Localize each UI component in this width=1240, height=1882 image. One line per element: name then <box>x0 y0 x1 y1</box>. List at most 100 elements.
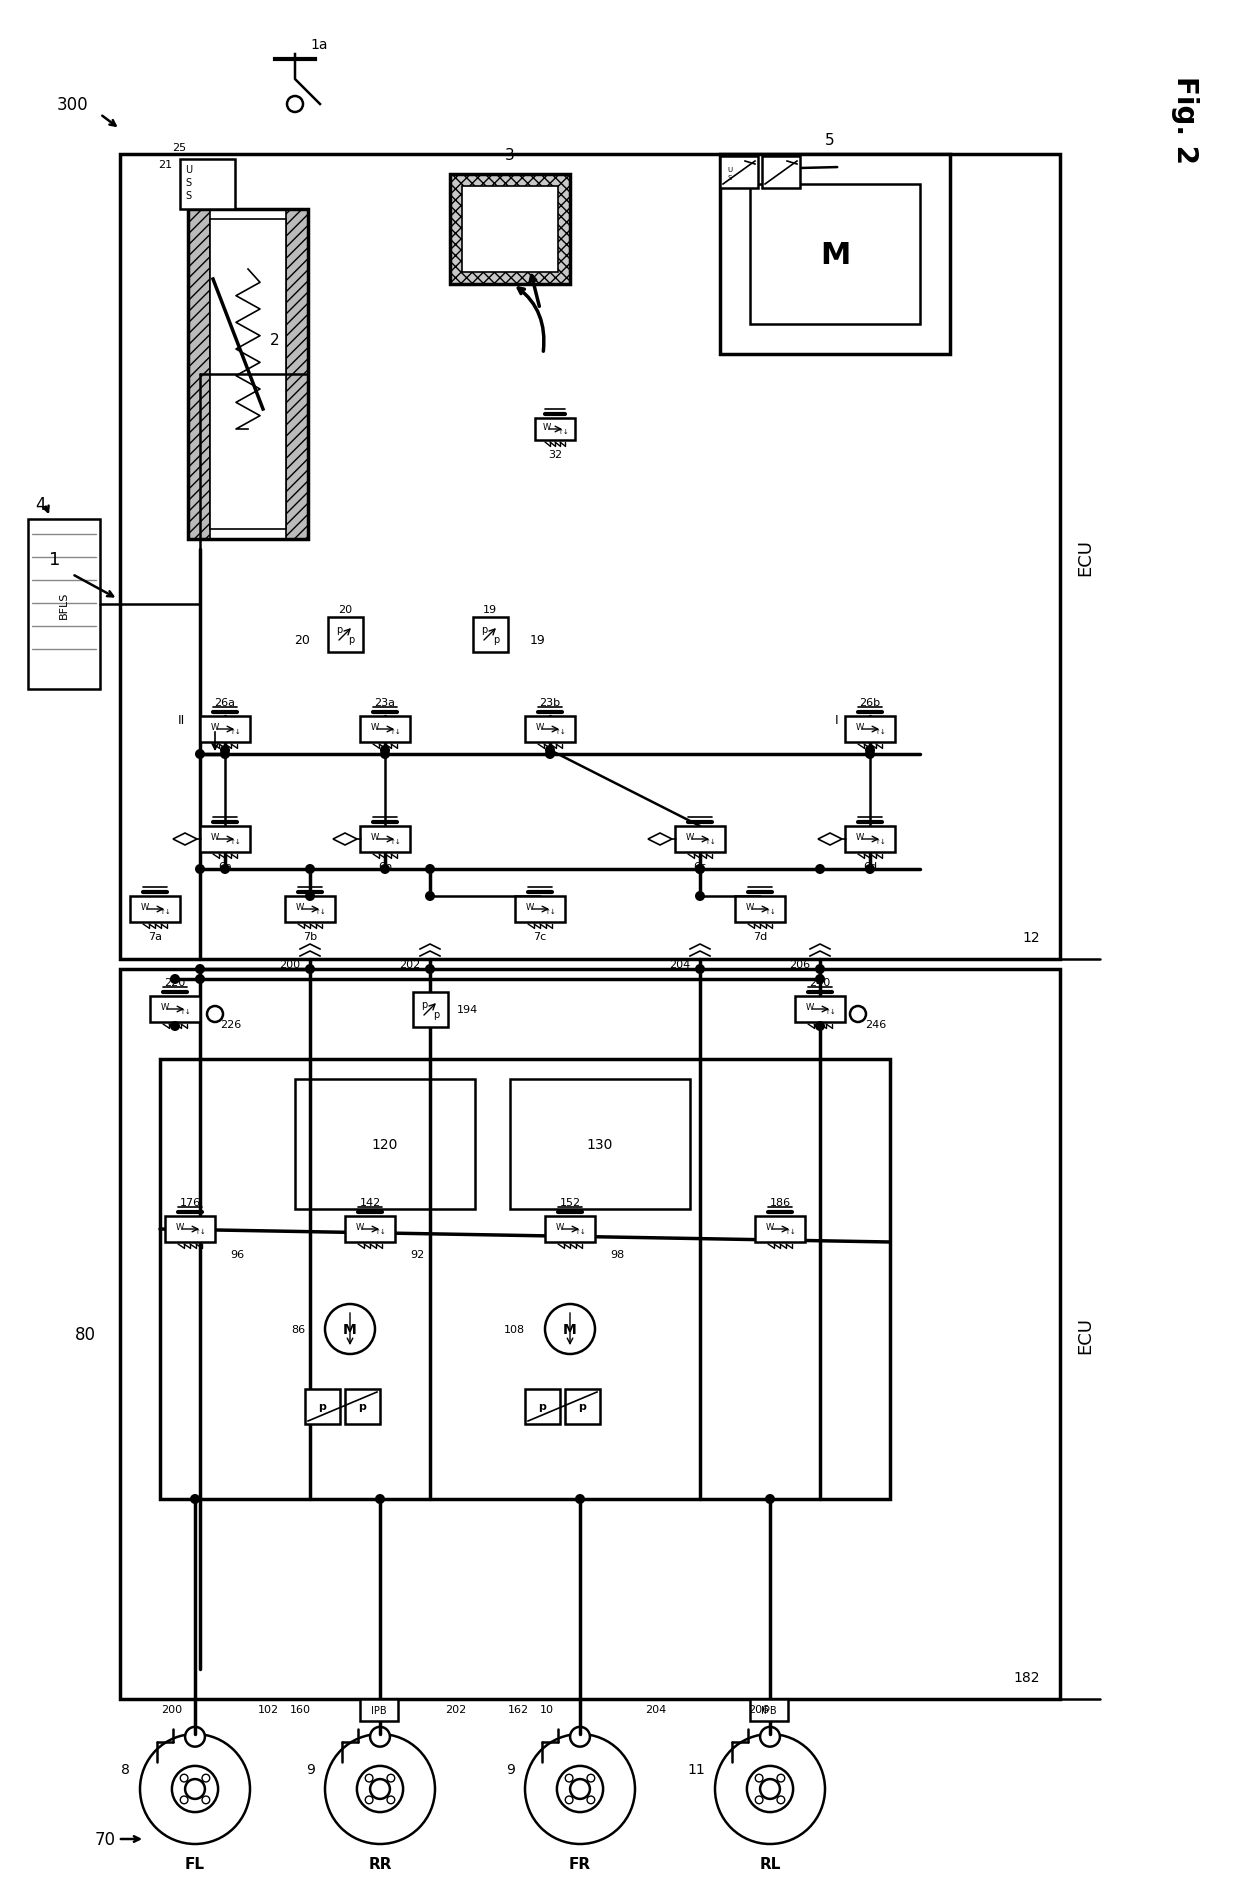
Text: 176: 176 <box>180 1197 201 1208</box>
Text: 32: 32 <box>548 450 562 459</box>
Text: 70: 70 <box>94 1829 115 1848</box>
Text: p: p <box>538 1402 546 1412</box>
Text: W: W <box>176 1221 184 1231</box>
Bar <box>120 969 1060 1699</box>
Circle shape <box>557 1765 603 1812</box>
Text: 194: 194 <box>458 1005 479 1014</box>
Bar <box>188 211 210 540</box>
Text: 9: 9 <box>506 1762 515 1777</box>
Bar <box>750 1699 787 1720</box>
Text: 21: 21 <box>157 160 172 169</box>
Bar <box>130 896 180 922</box>
Bar <box>450 175 570 284</box>
Bar <box>286 211 308 540</box>
Text: 240: 240 <box>810 977 831 988</box>
Text: ↑↓: ↑↓ <box>544 909 556 915</box>
Bar <box>534 420 575 440</box>
Bar <box>120 154 1060 960</box>
Circle shape <box>815 864 825 875</box>
Text: 206: 206 <box>789 960 810 969</box>
Circle shape <box>815 1022 825 1031</box>
Text: 10: 10 <box>539 1703 554 1715</box>
Bar <box>720 156 758 188</box>
Circle shape <box>525 1733 635 1844</box>
Text: W: W <box>161 1001 169 1011</box>
Circle shape <box>195 864 205 875</box>
Circle shape <box>575 1494 585 1504</box>
Circle shape <box>866 745 875 755</box>
Text: BFLS: BFLS <box>60 591 69 619</box>
Circle shape <box>207 1007 223 1022</box>
Circle shape <box>746 1765 794 1812</box>
Circle shape <box>374 1494 384 1504</box>
Bar <box>295 1080 475 1210</box>
Text: 3: 3 <box>505 147 515 162</box>
Circle shape <box>760 1728 780 1746</box>
Text: 162: 162 <box>508 1703 529 1715</box>
Bar <box>525 717 575 743</box>
Polygon shape <box>649 834 672 845</box>
Circle shape <box>694 892 706 901</box>
Text: IPB: IPB <box>371 1705 387 1715</box>
Text: 26b: 26b <box>859 698 880 708</box>
Circle shape <box>565 1795 573 1803</box>
Text: W: W <box>536 723 544 730</box>
Bar <box>285 896 335 922</box>
Text: 160: 160 <box>290 1703 311 1715</box>
Text: 20: 20 <box>294 632 310 646</box>
Circle shape <box>866 749 875 760</box>
Text: 6a: 6a <box>218 862 232 871</box>
Circle shape <box>546 745 556 755</box>
Circle shape <box>379 745 391 755</box>
Circle shape <box>425 864 435 875</box>
Text: 130: 130 <box>587 1137 614 1152</box>
Bar <box>188 211 308 540</box>
Circle shape <box>715 1733 825 1844</box>
Text: 20: 20 <box>339 604 352 615</box>
Bar <box>150 996 200 1022</box>
Bar <box>200 717 250 743</box>
Bar <box>360 826 410 853</box>
Circle shape <box>180 1795 188 1803</box>
Circle shape <box>387 1795 394 1803</box>
Text: ↑↓: ↑↓ <box>229 839 241 845</box>
Circle shape <box>777 1795 785 1803</box>
Circle shape <box>202 1795 210 1803</box>
Circle shape <box>546 1304 595 1355</box>
Text: W: W <box>806 1001 815 1011</box>
Text: p: p <box>358 1402 366 1412</box>
Text: 152: 152 <box>559 1197 580 1208</box>
Text: S: S <box>728 175 732 181</box>
Text: ↑↓: ↑↓ <box>574 1229 585 1235</box>
Circle shape <box>370 1778 389 1799</box>
Circle shape <box>815 975 825 984</box>
Bar <box>210 220 286 529</box>
Bar <box>360 1699 398 1720</box>
Text: ↑↓: ↑↓ <box>764 909 776 915</box>
Text: 7a: 7a <box>148 932 162 941</box>
Circle shape <box>170 975 180 984</box>
Text: U: U <box>728 167 733 173</box>
Circle shape <box>357 1765 403 1812</box>
Text: U: U <box>185 166 192 175</box>
Circle shape <box>570 1728 590 1746</box>
Text: 108: 108 <box>503 1325 525 1334</box>
Text: 246: 246 <box>866 1020 887 1029</box>
Text: 19: 19 <box>529 632 546 646</box>
Text: M: M <box>343 1323 357 1336</box>
Text: II: II <box>177 713 185 726</box>
Circle shape <box>694 864 706 875</box>
Text: W: W <box>526 901 534 911</box>
Text: 300: 300 <box>56 96 88 115</box>
Text: 6d: 6d <box>863 862 877 871</box>
Bar <box>345 1216 396 1242</box>
Bar <box>29 519 100 689</box>
Text: S: S <box>185 190 191 201</box>
Circle shape <box>219 745 229 755</box>
Circle shape <box>366 1775 373 1782</box>
Text: W: W <box>856 832 864 841</box>
Bar <box>755 1216 805 1242</box>
Bar <box>565 1389 600 1425</box>
Circle shape <box>546 749 556 760</box>
Bar <box>305 1389 340 1425</box>
